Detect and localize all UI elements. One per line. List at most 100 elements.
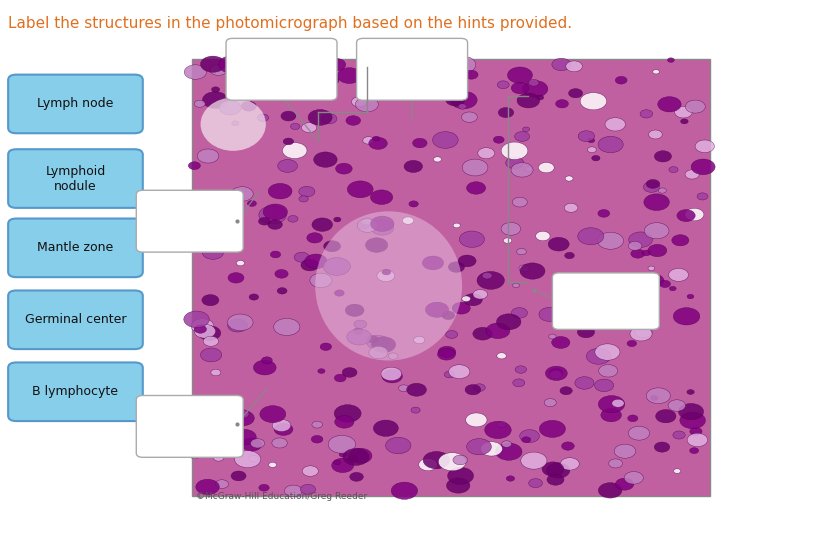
Circle shape [197, 149, 219, 163]
Circle shape [371, 337, 396, 352]
Circle shape [673, 469, 681, 473]
Circle shape [211, 369, 221, 376]
Circle shape [520, 263, 545, 279]
Circle shape [348, 448, 372, 463]
Circle shape [254, 360, 276, 375]
Circle shape [230, 410, 255, 426]
Circle shape [697, 193, 708, 200]
Circle shape [313, 152, 337, 167]
Circle shape [680, 412, 706, 429]
Circle shape [324, 241, 340, 252]
Circle shape [459, 231, 485, 247]
Circle shape [645, 223, 669, 239]
Circle shape [481, 442, 503, 456]
Circle shape [690, 427, 702, 435]
Circle shape [236, 410, 249, 418]
Circle shape [357, 219, 378, 232]
Circle shape [677, 209, 695, 222]
Circle shape [473, 384, 486, 391]
Circle shape [485, 421, 512, 439]
Circle shape [653, 70, 659, 74]
Circle shape [356, 97, 379, 112]
Circle shape [259, 484, 269, 491]
Circle shape [290, 123, 300, 130]
Circle shape [370, 216, 394, 231]
Circle shape [335, 163, 353, 174]
Circle shape [387, 85, 405, 96]
Circle shape [614, 444, 636, 458]
Circle shape [444, 371, 455, 378]
Circle shape [233, 429, 256, 445]
Circle shape [565, 176, 573, 181]
FancyBboxPatch shape [136, 190, 243, 252]
Text: B lymphocyte: B lymphocyte [33, 385, 118, 398]
Circle shape [506, 157, 524, 169]
Circle shape [440, 60, 464, 75]
Circle shape [347, 329, 371, 345]
Circle shape [194, 325, 206, 333]
Circle shape [281, 111, 296, 121]
Circle shape [382, 369, 402, 383]
Circle shape [402, 68, 416, 76]
Circle shape [628, 415, 638, 422]
FancyBboxPatch shape [357, 38, 468, 100]
Circle shape [564, 203, 578, 212]
Circle shape [259, 217, 270, 225]
Circle shape [631, 249, 645, 258]
Circle shape [598, 483, 622, 498]
Circle shape [599, 365, 618, 377]
Circle shape [334, 461, 341, 465]
Circle shape [565, 296, 592, 313]
Circle shape [501, 222, 521, 235]
Circle shape [381, 367, 401, 381]
Circle shape [548, 334, 557, 339]
Circle shape [521, 437, 530, 443]
Circle shape [646, 180, 659, 188]
Circle shape [549, 370, 562, 379]
Circle shape [578, 228, 604, 245]
Circle shape [659, 188, 667, 193]
Circle shape [640, 110, 653, 118]
Circle shape [229, 71, 251, 86]
Circle shape [320, 343, 331, 351]
Circle shape [515, 132, 530, 141]
Circle shape [361, 218, 372, 225]
Circle shape [277, 288, 287, 294]
Circle shape [605, 118, 625, 131]
Text: Germinal center: Germinal center [24, 313, 126, 326]
Circle shape [268, 220, 282, 229]
Circle shape [348, 181, 373, 198]
Circle shape [442, 311, 455, 320]
Circle shape [598, 395, 625, 413]
Circle shape [192, 222, 218, 240]
Circle shape [556, 100, 569, 108]
Circle shape [612, 399, 624, 407]
Circle shape [561, 442, 574, 450]
Circle shape [595, 344, 620, 360]
Circle shape [453, 455, 468, 465]
Circle shape [539, 421, 565, 438]
Circle shape [386, 437, 411, 454]
Circle shape [565, 252, 574, 259]
Circle shape [228, 319, 247, 332]
Circle shape [642, 250, 650, 256]
Circle shape [646, 388, 671, 403]
Circle shape [463, 294, 482, 306]
Circle shape [668, 400, 685, 411]
Circle shape [597, 232, 623, 249]
Circle shape [219, 55, 246, 74]
Circle shape [374, 420, 398, 437]
Circle shape [667, 58, 674, 62]
Circle shape [285, 485, 302, 497]
Circle shape [627, 341, 636, 346]
Circle shape [249, 294, 259, 300]
Circle shape [307, 233, 322, 243]
Circle shape [495, 443, 522, 461]
Circle shape [198, 326, 221, 341]
Circle shape [506, 476, 515, 481]
Circle shape [453, 223, 460, 228]
Circle shape [458, 255, 476, 267]
Circle shape [357, 222, 369, 229]
Circle shape [335, 416, 354, 428]
Circle shape [588, 147, 596, 152]
